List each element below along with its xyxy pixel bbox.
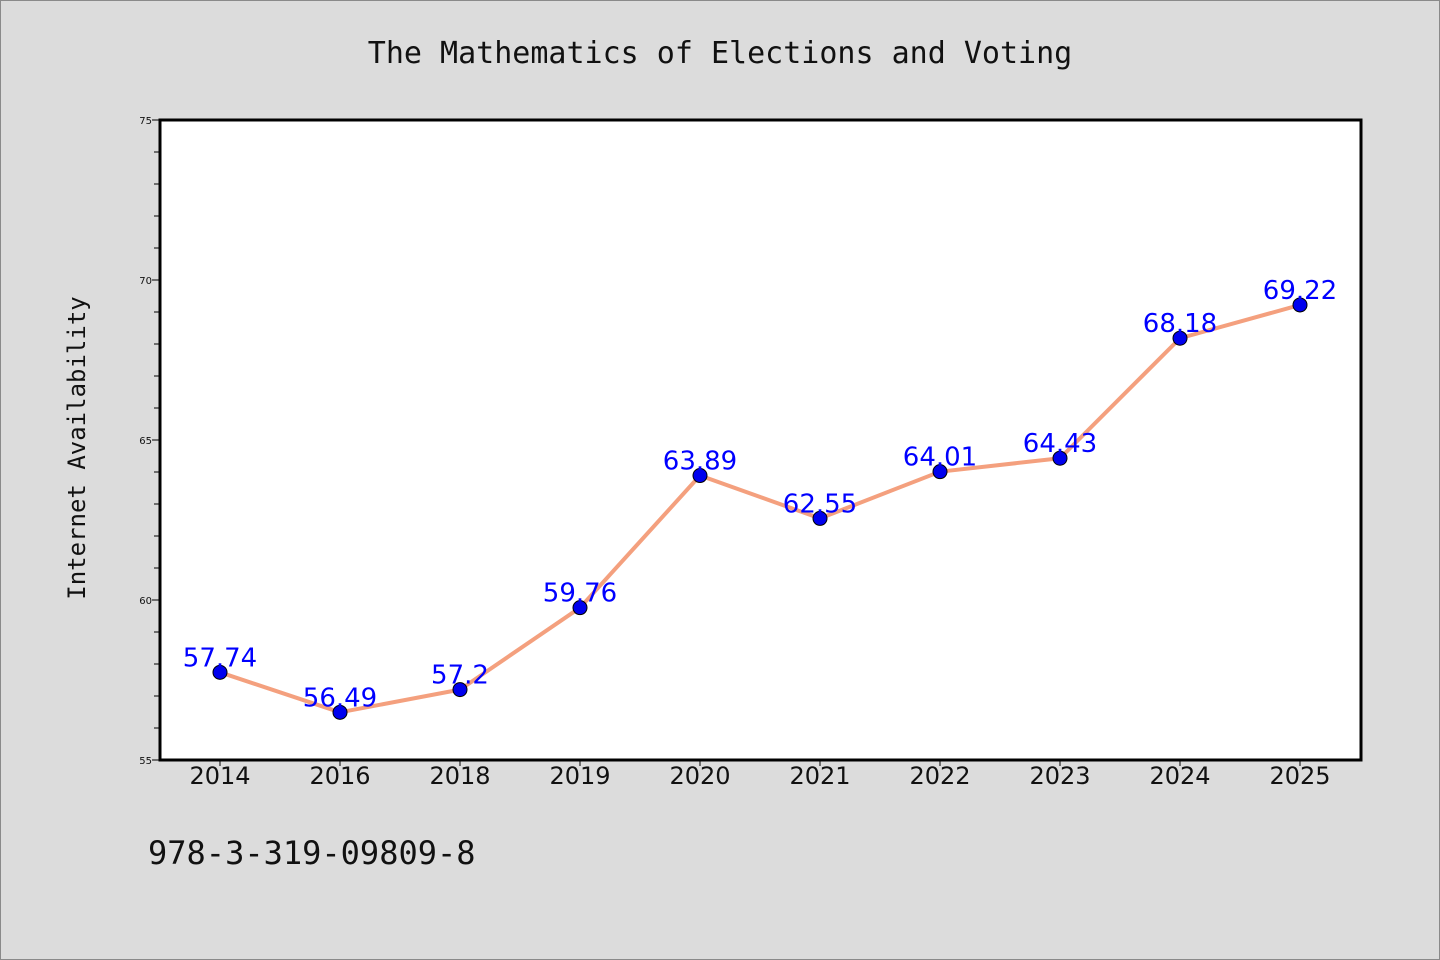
data-label: 69.22	[1263, 276, 1337, 306]
x-tick-label: 2023	[1029, 762, 1090, 790]
data-label: 59.76	[543, 579, 617, 609]
y-axis-label: Internet Availability	[63, 296, 91, 599]
y-tick-label: 55	[139, 756, 152, 767]
y-axis-ticks: 55 60 65 70 75	[139, 116, 160, 767]
data-point	[452, 682, 468, 698]
data-label: 56.49	[303, 683, 377, 713]
data-point	[332, 704, 348, 720]
plot-area	[158, 118, 1363, 762]
x-tick-label: 2020	[669, 762, 730, 790]
x-tick-label: 2016	[309, 762, 370, 790]
series-line	[218, 302, 1302, 715]
x-tick-label: 2014	[189, 762, 250, 790]
data-label: 57.74	[183, 643, 257, 673]
x-tick-label: 2019	[549, 762, 610, 790]
x-tick-label: 2024	[1149, 762, 1210, 790]
chart-title: The Mathematics of Elections and Voting	[368, 36, 1072, 71]
data-point	[1292, 297, 1308, 313]
x-tick-label: 2018	[429, 762, 490, 790]
data-point	[1172, 330, 1188, 346]
data-label: 62.55	[783, 489, 857, 519]
x-tick-label: 2021	[789, 762, 850, 790]
y-tick-label: 70	[139, 276, 152, 287]
data-label: 64.43	[1023, 429, 1097, 459]
data-point	[692, 468, 708, 484]
data-point	[212, 664, 228, 680]
data-label: 63.89	[663, 447, 737, 477]
x-tick-label: 2025	[1269, 762, 1330, 790]
x-axis-ticks: 2014 2016 2018 2019 2020 2021 2022 2023 2024 2025	[189, 760, 1331, 790]
x-tick-label: 2022	[909, 762, 970, 790]
data-label: 57.2	[431, 661, 489, 691]
data-label: 68.18	[1143, 309, 1217, 339]
y-tick-label: 75	[139, 116, 152, 127]
data-point	[572, 600, 588, 616]
y-tick-label: 60	[139, 596, 152, 607]
isbn-text: 978-3-319-09809-8	[148, 834, 476, 872]
series-line-group: 57.74 56.49 57.2 59.76 63.89 62.55 64.01 64.43 6…	[183, 276, 1337, 720]
data-point	[932, 464, 948, 480]
y-tick-label: 65	[139, 436, 152, 447]
data-label: 64.01	[903, 443, 977, 473]
data-point	[812, 510, 828, 526]
data-point	[1052, 450, 1068, 466]
